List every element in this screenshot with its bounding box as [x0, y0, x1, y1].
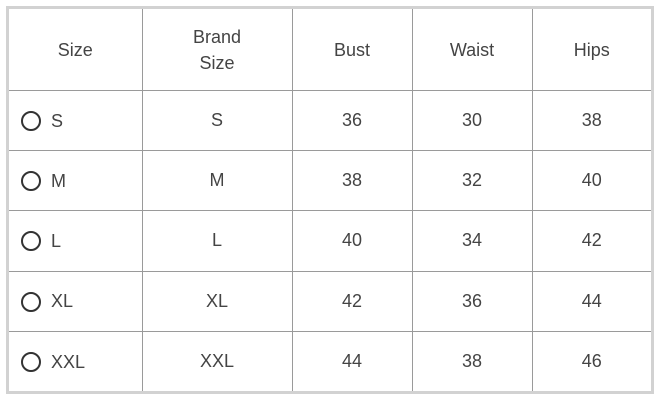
header-brand-size: Brand Size — [141, 9, 293, 91]
radio-button[interactable] — [21, 231, 41, 252]
size-table: Size Brand Size Bust Waist Hips S S 36 30… — [9, 9, 651, 391]
header-bust: Bust — [291, 9, 413, 91]
size-chart: Size Brand Size Bust Waist Hips S S 36 30… — [6, 6, 654, 394]
header-size: Size — [9, 9, 143, 91]
brand-size-cell: L — [141, 210, 293, 272]
size-label: XL — [51, 291, 74, 312]
size-cell[interactable]: L — [9, 210, 143, 272]
brand-size-cell: S — [141, 89, 293, 152]
brand-size-cell: XL — [141, 270, 293, 332]
header-waist: Waist — [411, 9, 533, 91]
size-label: L — [51, 230, 62, 251]
bust-cell: 40 — [291, 210, 413, 272]
waist-cell: 38 — [411, 330, 533, 391]
size-label: XXL — [51, 351, 86, 372]
table-row[interactable]: M M 38 32 40 — [9, 150, 651, 212]
hips-cell: 42 — [531, 210, 651, 272]
radio-button[interactable] — [21, 171, 41, 192]
bust-cell: 36 — [291, 89, 413, 152]
waist-cell: 36 — [411, 270, 533, 332]
waist-cell: 34 — [411, 210, 533, 272]
hips-cell: 44 — [531, 270, 651, 332]
hips-cell: 46 — [531, 330, 651, 391]
size-label: M — [51, 170, 66, 191]
size-label: S — [51, 110, 64, 131]
header-brand-line: Size — [199, 52, 235, 73]
brand-size-cell: XXL — [141, 330, 293, 391]
bust-cell: 42 — [291, 270, 413, 332]
table-row[interactable]: L L 40 34 42 — [9, 210, 651, 272]
table-row[interactable]: S S 36 30 38 — [9, 89, 651, 152]
waist-cell: 32 — [411, 150, 533, 212]
bust-cell: 38 — [291, 150, 413, 212]
size-cell[interactable]: XXL — [9, 330, 143, 391]
waist-cell: 30 — [411, 89, 533, 152]
header-brand-line: Brand — [192, 26, 242, 47]
radio-button[interactable] — [21, 110, 41, 131]
header-row: Size Brand Size Bust Waist Hips — [9, 9, 651, 91]
radio-button[interactable] — [21, 351, 41, 372]
size-cell[interactable]: S — [9, 89, 143, 152]
brand-size-cell: M — [141, 150, 293, 212]
table-row[interactable]: XL XL 42 36 44 — [9, 270, 651, 332]
radio-button[interactable] — [21, 291, 41, 312]
bust-cell: 44 — [291, 330, 413, 391]
hips-cell: 40 — [531, 150, 651, 212]
hips-cell: 38 — [531, 89, 651, 152]
table-row[interactable]: XXL XXL 44 38 46 — [9, 330, 651, 391]
header-hips: Hips — [531, 9, 651, 91]
size-cell[interactable]: XL — [9, 270, 143, 332]
size-cell[interactable]: M — [9, 150, 143, 212]
